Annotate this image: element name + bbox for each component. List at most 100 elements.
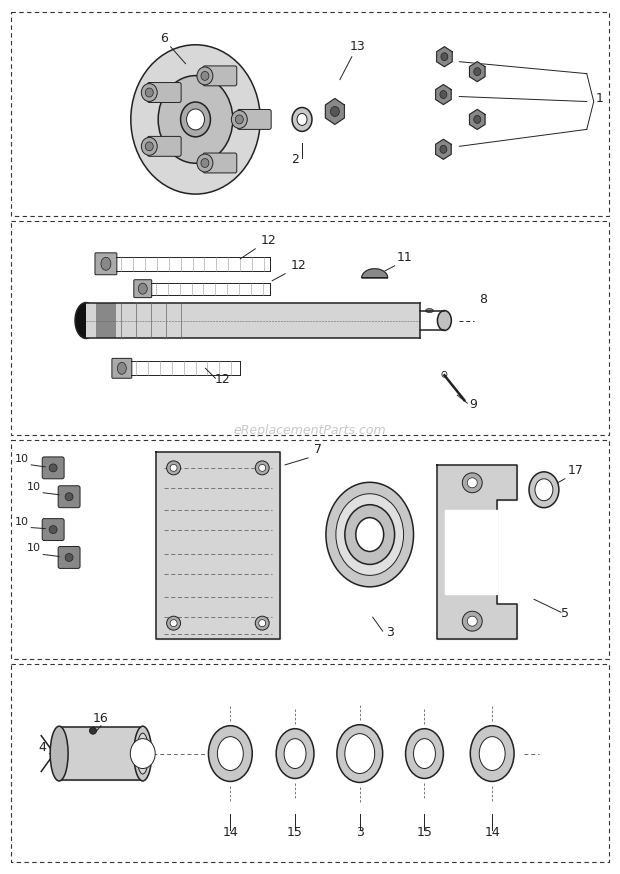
Ellipse shape	[471, 725, 514, 781]
FancyBboxPatch shape	[112, 358, 132, 378]
Ellipse shape	[529, 472, 559, 508]
Text: 17: 17	[568, 464, 583, 477]
Ellipse shape	[441, 52, 448, 60]
FancyBboxPatch shape	[203, 66, 237, 86]
Ellipse shape	[442, 371, 447, 378]
Text: 8: 8	[479, 293, 487, 306]
Text: 11: 11	[397, 251, 412, 264]
Text: 10: 10	[27, 482, 41, 492]
Ellipse shape	[158, 76, 233, 163]
Ellipse shape	[259, 464, 266, 471]
Ellipse shape	[134, 726, 152, 781]
Ellipse shape	[405, 729, 443, 779]
Ellipse shape	[201, 72, 209, 80]
Text: 12: 12	[260, 234, 276, 246]
Text: 9: 9	[469, 399, 477, 411]
Ellipse shape	[65, 493, 73, 501]
Ellipse shape	[356, 517, 384, 551]
Ellipse shape	[297, 114, 307, 125]
Ellipse shape	[337, 725, 383, 782]
Ellipse shape	[440, 145, 447, 153]
Ellipse shape	[467, 478, 477, 488]
Ellipse shape	[330, 107, 339, 116]
Ellipse shape	[292, 108, 312, 131]
Text: 10: 10	[16, 454, 29, 464]
Ellipse shape	[276, 729, 314, 779]
Ellipse shape	[425, 309, 433, 313]
Text: 12: 12	[290, 259, 306, 272]
Polygon shape	[361, 269, 388, 278]
Polygon shape	[326, 99, 344, 124]
Text: 16: 16	[93, 711, 109, 725]
Ellipse shape	[89, 727, 97, 734]
Ellipse shape	[197, 67, 213, 85]
Text: 1: 1	[596, 92, 604, 105]
Ellipse shape	[345, 733, 374, 773]
Ellipse shape	[336, 494, 404, 575]
Ellipse shape	[440, 91, 447, 99]
FancyBboxPatch shape	[148, 82, 181, 102]
Ellipse shape	[474, 115, 480, 123]
Text: 7: 7	[314, 443, 322, 456]
Ellipse shape	[284, 739, 306, 768]
Polygon shape	[469, 62, 485, 81]
Ellipse shape	[49, 464, 57, 472]
Ellipse shape	[218, 737, 243, 771]
Ellipse shape	[236, 115, 243, 124]
Ellipse shape	[141, 84, 157, 101]
Ellipse shape	[117, 363, 126, 374]
Text: 5: 5	[561, 607, 569, 621]
Ellipse shape	[180, 102, 210, 137]
Text: 12: 12	[215, 373, 230, 386]
Ellipse shape	[141, 137, 157, 156]
Text: 3: 3	[356, 826, 364, 839]
Ellipse shape	[414, 739, 435, 768]
Text: eReplacementParts.com: eReplacementParts.com	[234, 424, 386, 436]
Ellipse shape	[479, 737, 505, 771]
Text: 13: 13	[350, 39, 366, 52]
Text: 3: 3	[386, 626, 394, 639]
Ellipse shape	[138, 283, 147, 295]
Text: 14: 14	[223, 826, 238, 839]
Text: 6: 6	[160, 31, 167, 45]
Ellipse shape	[474, 67, 480, 76]
Ellipse shape	[167, 616, 180, 630]
Polygon shape	[156, 452, 280, 639]
FancyBboxPatch shape	[134, 280, 152, 298]
Text: 14: 14	[484, 826, 500, 839]
Ellipse shape	[208, 725, 252, 781]
Ellipse shape	[231, 110, 247, 128]
Ellipse shape	[170, 464, 177, 471]
Polygon shape	[469, 109, 485, 129]
Polygon shape	[436, 139, 451, 159]
Ellipse shape	[187, 109, 205, 130]
Text: 15: 15	[417, 826, 432, 839]
Ellipse shape	[49, 525, 57, 533]
FancyBboxPatch shape	[58, 486, 80, 508]
Ellipse shape	[255, 461, 269, 475]
Ellipse shape	[463, 611, 482, 631]
Ellipse shape	[145, 142, 153, 151]
Ellipse shape	[131, 45, 260, 194]
Ellipse shape	[467, 616, 477, 626]
Ellipse shape	[75, 302, 97, 338]
Ellipse shape	[438, 310, 451, 330]
Ellipse shape	[101, 257, 111, 270]
Polygon shape	[445, 510, 497, 594]
FancyBboxPatch shape	[148, 136, 181, 156]
Ellipse shape	[167, 461, 180, 475]
FancyBboxPatch shape	[237, 109, 271, 129]
Text: 15: 15	[287, 826, 303, 839]
Text: 10: 10	[16, 517, 29, 527]
Text: 10: 10	[27, 544, 41, 553]
FancyBboxPatch shape	[58, 546, 80, 568]
Ellipse shape	[50, 726, 68, 781]
Polygon shape	[438, 465, 517, 639]
Ellipse shape	[345, 504, 394, 565]
Ellipse shape	[463, 473, 482, 493]
Ellipse shape	[535, 479, 553, 501]
FancyBboxPatch shape	[86, 302, 420, 338]
Ellipse shape	[145, 88, 153, 97]
Ellipse shape	[137, 733, 149, 774]
FancyBboxPatch shape	[203, 153, 237, 173]
